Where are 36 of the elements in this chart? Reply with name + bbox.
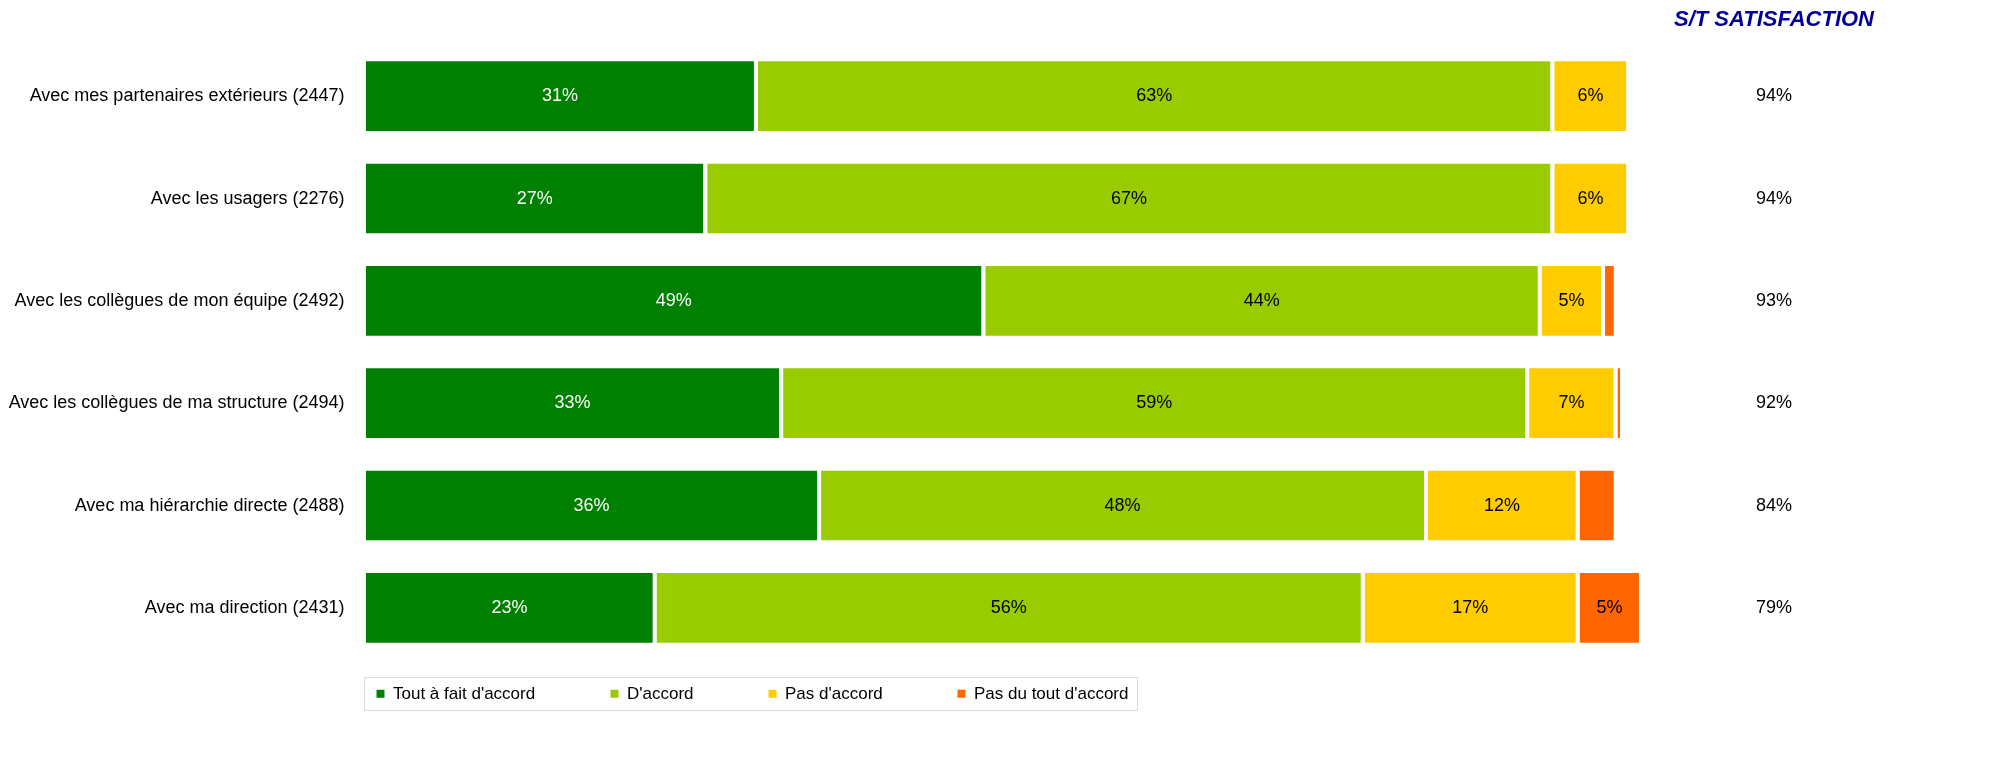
data-label: 6% xyxy=(1577,187,1604,208)
y-tick-label: Avec ma direction (2431) xyxy=(144,596,345,617)
text: 79% xyxy=(1755,596,1793,617)
y-tick-label: Avec les collègues de ma structure (2494) xyxy=(8,392,345,413)
text: 93% xyxy=(1755,289,1793,310)
legend-label: Tout à fait d'accord xyxy=(393,683,536,703)
text: 92% xyxy=(1755,392,1793,413)
data-label: 27% xyxy=(516,187,553,208)
y-tick-label: Avec les usagers (2276) xyxy=(150,187,345,208)
legend-label: D'accord xyxy=(627,683,694,703)
text: 94% xyxy=(1755,85,1793,106)
y-tick-label: Avec mes partenaires extérieurs (2447) xyxy=(29,85,345,106)
data-label: 7% xyxy=(1558,392,1585,413)
legend-label: Pas d'accord xyxy=(785,683,883,703)
data-label: 67% xyxy=(1110,187,1147,208)
data-label: 44% xyxy=(1243,289,1280,310)
data-label: 12% xyxy=(1483,494,1520,515)
data-label: 63% xyxy=(1136,85,1173,106)
legend-label: Pas du tout d'accord xyxy=(974,683,1129,703)
data-label: 49% xyxy=(655,289,692,310)
data-label: 33% xyxy=(554,392,591,413)
data-label: 36% xyxy=(573,494,610,515)
data-label: 17% xyxy=(1452,596,1489,617)
text: 84% xyxy=(1755,494,1793,515)
data-label: 5% xyxy=(1596,596,1623,617)
data-label: 56% xyxy=(990,596,1027,617)
text: 94% xyxy=(1755,187,1793,208)
data-label: 5% xyxy=(1558,289,1585,310)
y-tick-label: Avec ma hiérarchie directe (2488) xyxy=(74,494,345,515)
text: S/T SATISFACTION xyxy=(1673,6,1876,31)
data-label: 6% xyxy=(1577,85,1604,106)
y-tick-label: Avec les collègues de mon équipe (2492) xyxy=(14,289,345,310)
data-label: 31% xyxy=(541,85,578,106)
data-label: 48% xyxy=(1104,494,1141,515)
data-label: 23% xyxy=(491,596,528,617)
data-label: 59% xyxy=(1136,392,1173,413)
